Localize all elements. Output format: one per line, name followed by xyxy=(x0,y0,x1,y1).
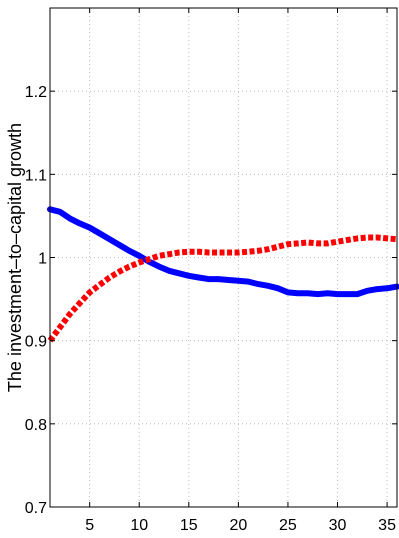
x-tick-label: 5 xyxy=(85,517,94,534)
y-tick-label: 0.7 xyxy=(25,500,47,517)
series-layer xyxy=(47,206,399,343)
x-tick-label: 10 xyxy=(130,517,148,534)
x-tick-label: 20 xyxy=(229,517,247,534)
y-tick-label: 0.8 xyxy=(25,417,47,434)
axis-ticks: 5 10 15 20 25 30 35 0.7 0.8 0.9 1 1.1 1.2 xyxy=(25,8,397,534)
y-axis-label: The investment–to–capital growth xyxy=(5,123,25,392)
y-tick-label: 1 xyxy=(38,251,47,268)
series-line-2 xyxy=(47,234,398,343)
y-tick-label: 0.9 xyxy=(25,334,47,351)
y-tick-label: 1.2 xyxy=(25,84,47,101)
x-tick-label: 35 xyxy=(378,517,396,534)
x-tick-label: 15 xyxy=(180,517,198,534)
x-tick-label: 30 xyxy=(329,517,347,534)
x-tick-label: 25 xyxy=(279,517,297,534)
y-tick-label: 1.1 xyxy=(25,167,47,184)
series-line-1 xyxy=(47,206,399,298)
